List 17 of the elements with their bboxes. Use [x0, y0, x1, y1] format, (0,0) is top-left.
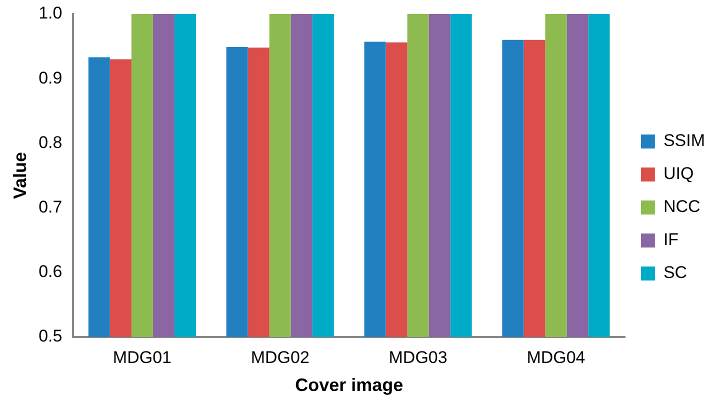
y-tick-label: 0.6 [38, 262, 62, 282]
y-tick-label: 0.7 [38, 197, 62, 216]
x-tick-label: MDG01 [112, 348, 172, 367]
legend-label: IF [663, 230, 679, 250]
x-tick-label: MDG04 [526, 348, 586, 367]
x-axis-title: Cover image [295, 375, 404, 396]
y-tick-label: 0.8 [38, 132, 62, 152]
y-tick-label: 0.9 [38, 68, 62, 88]
legend-label: NCC [663, 197, 700, 216]
y-tick-label: 0.5 [38, 326, 62, 346]
legend-label: SC [663, 263, 688, 282]
y-tick-label: 1.0 [38, 4, 62, 23]
legend-label: UIQ [663, 164, 694, 184]
legend-label: SSIM [663, 131, 705, 150]
x-tick-label: MDG02 [250, 348, 310, 367]
y-axis-title: Value [10, 152, 30, 200]
x-tick-label: MDG03 [388, 348, 448, 367]
